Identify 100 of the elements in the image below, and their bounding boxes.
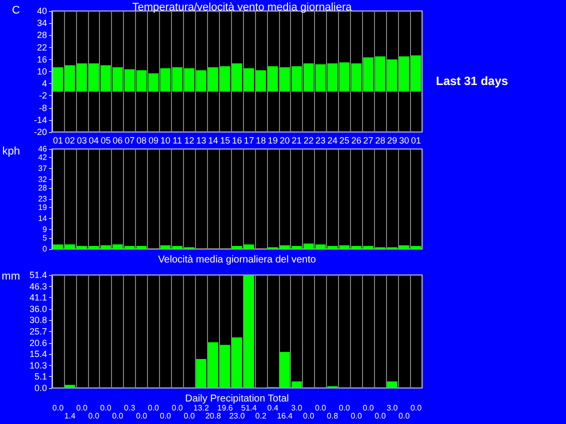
y-tick-label: 36.0 xyxy=(29,304,47,314)
bar xyxy=(315,64,326,92)
y-tick-label: 10 xyxy=(36,66,47,76)
y-tick-label: 14 xyxy=(38,214,48,224)
data-label: 0.0 xyxy=(100,404,112,412)
x-tick-label: 24 xyxy=(327,136,338,146)
data-label: 0.0 xyxy=(76,404,88,412)
y-tick-label: 5 xyxy=(42,234,48,243)
x-tick-label: 18 xyxy=(256,136,266,146)
x-tick-label: 22 xyxy=(304,136,314,146)
bar xyxy=(327,63,338,92)
y-tick-label: 51.4 xyxy=(29,270,47,280)
x-tick-label: 26 xyxy=(351,136,362,146)
x-tick-label: 30 xyxy=(399,136,410,146)
bar xyxy=(52,67,64,92)
data-label: 0.0 xyxy=(303,412,315,420)
bar xyxy=(410,55,422,92)
y-tick-label: 20.6 xyxy=(29,338,47,348)
x-tick-label: 03 xyxy=(76,136,87,146)
y-tick-label: 32 xyxy=(38,174,48,184)
data-label: 0.0 xyxy=(52,404,64,412)
x-tick-label: 27 xyxy=(363,136,374,146)
x-tick-label: 01 xyxy=(411,136,422,146)
y-tick-label: 46 xyxy=(38,144,48,154)
data-label: 0.0 xyxy=(112,412,124,420)
data-label: 0.2 xyxy=(255,412,267,420)
y-axis-title: mm xyxy=(2,270,20,282)
y-tick-label: 42 xyxy=(38,153,48,162)
data-label: 0.0 xyxy=(314,404,327,412)
x-tick-label: 16 xyxy=(232,136,242,146)
y-tick-label: 16 xyxy=(36,54,47,64)
bar xyxy=(148,73,159,92)
x-axis-title: Velocità media giornaliera del vento xyxy=(158,254,316,266)
y-tick-label: 41.1 xyxy=(29,292,47,303)
y-tick-label: 19 xyxy=(38,203,48,212)
y-tick-label: 5.1 xyxy=(34,372,47,382)
y-tick-label: 0.0 xyxy=(34,383,47,393)
data-label: 0.0 xyxy=(148,404,160,412)
data-label: 0.4 xyxy=(267,404,279,412)
x-tick-label: 13 xyxy=(196,136,206,146)
data-label: 0.0 xyxy=(160,412,172,420)
y-tick-label: 0 xyxy=(42,244,48,254)
bar xyxy=(136,70,147,92)
y-tick-label: 4 xyxy=(42,78,47,89)
x-tick-label: 12 xyxy=(184,136,194,146)
y-tick-label: 23 xyxy=(38,194,48,204)
data-label: 16.4 xyxy=(276,412,294,420)
data-label: 0.0 xyxy=(410,404,422,412)
y-tick-label: -20 xyxy=(34,127,47,137)
data-label: 0.0 xyxy=(374,412,386,420)
y-tick-label: 10.3 xyxy=(29,360,47,370)
bar xyxy=(387,381,398,388)
x-tick-label: 10 xyxy=(160,136,170,146)
bar xyxy=(232,63,242,92)
x-tick-label: 04 xyxy=(88,136,99,146)
data-label: 20.8 xyxy=(205,412,222,420)
x-tick-label: 21 xyxy=(292,136,302,146)
y-tick-label: 34 xyxy=(36,18,47,28)
data-label: 0.0 xyxy=(88,412,100,420)
y-tick-label: 9 xyxy=(42,224,48,234)
x-axis-title: Daily Precipitation Total xyxy=(185,394,289,404)
y-tick-label: 28 xyxy=(38,184,48,193)
y-tick-label: 37 xyxy=(38,164,48,174)
data-label: 51.4 xyxy=(241,404,258,412)
x-tick-label: 08 xyxy=(136,136,147,146)
x-tick-label: 20 xyxy=(280,136,290,146)
data-label: 0.0 xyxy=(136,412,148,420)
y-tick-label: 25.7 xyxy=(29,326,47,336)
x-tick-label: 09 xyxy=(148,136,158,146)
x-tick-label: 14 xyxy=(208,136,218,146)
y-tick-label: 46.3 xyxy=(29,281,47,292)
data-label: 3.0 xyxy=(291,404,303,412)
data-label: 13.2 xyxy=(193,404,210,412)
y-axis-title: C xyxy=(12,4,20,16)
data-label: 0.0 xyxy=(350,412,362,420)
bar xyxy=(64,384,76,388)
x-tick-label: 01 xyxy=(52,136,63,146)
chart-title: Temperatura/velocità vento media giornaliera xyxy=(132,2,353,14)
x-tick-label: 05 xyxy=(100,136,111,146)
y-tick-label: -14 xyxy=(34,114,47,125)
y-tick-label: 15.4 xyxy=(29,349,47,360)
y-tick-label: 28 xyxy=(36,30,47,40)
x-tick-label: 02 xyxy=(64,136,75,146)
data-label: 19.6 xyxy=(217,404,234,412)
y-tick-label: -2 xyxy=(38,90,47,101)
y-tick-label: -8 xyxy=(38,102,47,113)
y-tick-label: 40 xyxy=(36,6,47,16)
data-label: 0.0 xyxy=(184,412,196,420)
x-tick-label: 23 xyxy=(316,136,326,146)
y-axis-title: kph xyxy=(2,146,20,158)
x-tick-label: 11 xyxy=(172,136,182,146)
x-tick-label: 19 xyxy=(268,136,278,146)
data-label: 1.4 xyxy=(64,412,76,420)
data-label: 0.0 xyxy=(398,412,410,420)
data-label: 0.0 xyxy=(362,404,374,412)
data-label: 0.8 xyxy=(326,412,339,420)
data-label: 23.0 xyxy=(229,412,246,420)
text: Last 31 days xyxy=(436,74,508,88)
data-label: 3.0 xyxy=(386,404,398,412)
x-tick-label: 07 xyxy=(124,136,135,146)
